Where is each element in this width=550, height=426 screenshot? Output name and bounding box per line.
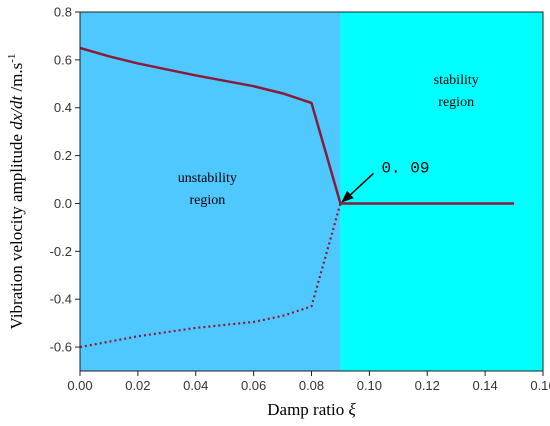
- plot-regions: [80, 12, 543, 371]
- y-tick-label: 0.0: [54, 196, 72, 211]
- series-line-1: [79, 203, 342, 349]
- region-label-1: stability region: [434, 73, 479, 110]
- x-tick-label: 0.00: [67, 378, 92, 393]
- region-labels: unstability region stability region: [178, 73, 479, 208]
- y-tick-label: 0.2: [54, 148, 72, 163]
- y-axis-title-unit-sup: -1: [6, 54, 18, 63]
- annotation-arrow-line: [345, 172, 374, 200]
- plot-series: [79, 46, 515, 349]
- region-label-0: unstability region: [178, 171, 237, 208]
- x-tick-label: 0.04: [183, 378, 208, 393]
- region-label-1-line-0: stability: [434, 73, 479, 88]
- y-axis-title-symbol: dx/dt: [7, 95, 26, 130]
- series-line-0: [79, 46, 515, 205]
- x-tick-label: 0.14: [472, 378, 497, 393]
- x-tick-label: 0.16: [530, 378, 550, 393]
- y-axis-title-unit: /m.s: [7, 63, 26, 96]
- x-axis: 0.00 0.02 0.04 0.06 0.08 0.10 0.12 0.14 0.16: [67, 371, 550, 393]
- region-label-1-line-1: region: [438, 95, 474, 110]
- x-tick-label: 0.08: [299, 378, 324, 393]
- x-tick-label: 0.06: [241, 378, 266, 393]
- annotation-arrowhead: [341, 190, 354, 203]
- x-tick-label: 0.10: [357, 378, 382, 393]
- y-tick-label: 0.4: [54, 100, 72, 115]
- y-tick-label: -0.2: [50, 244, 72, 259]
- x-tick-label: 0.12: [415, 378, 440, 393]
- y-tick-label: 0.8: [54, 5, 72, 20]
- annotation-label: 0. 09: [381, 159, 429, 177]
- x-axis-title-text: Damp ratio: [267, 400, 348, 419]
- region-0: [80, 12, 341, 371]
- annotation: 0. 09: [341, 159, 429, 203]
- region-label-0-line-1: region: [189, 193, 225, 208]
- region-1: [340, 12, 543, 371]
- region-label-0-line-0: unstability: [178, 171, 237, 186]
- y-tick-label: 0.6: [54, 52, 72, 67]
- y-axis-title: Vibration velocity amplitude dx/dt /m.s-…: [6, 54, 26, 330]
- y-tick-label: -0.4: [50, 292, 72, 307]
- y-axis-title-text: Vibration velocity amplitude: [7, 130, 26, 330]
- y-tick-label: -0.6: [50, 340, 72, 355]
- x-tick-label: 0.02: [125, 378, 150, 393]
- x-axis-title-symbol: ξ: [348, 400, 356, 419]
- x-axis-title: Damp ratio ξ: [267, 400, 356, 419]
- y-axis: -0.6 -0.4 -0.2 0.0 0.2 0.4 0.6 0.8: [50, 5, 80, 355]
